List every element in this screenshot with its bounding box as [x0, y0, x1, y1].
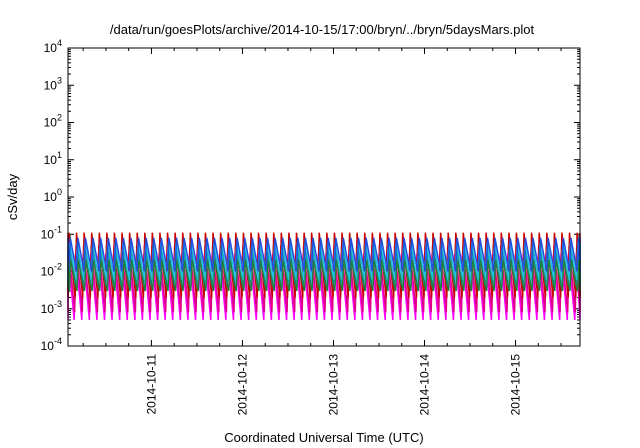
plot-frame: [67, 47, 581, 347]
x-tick-label: 2014-10-11: [144, 354, 158, 415]
y-tick-label: 10-3: [41, 299, 62, 316]
x-tick-label: 2014-10-13: [326, 354, 340, 416]
y-tick-label: 101: [44, 150, 62, 167]
x-tick-label: 2014-10-12: [235, 354, 249, 416]
y-tick-label: 100: [44, 187, 62, 204]
series-line-6: [67, 260, 581, 292]
series-line-5: [67, 237, 581, 272]
y-tick-label: 10-2: [41, 262, 62, 279]
chart-title: /data/run/goesPlots/archive/2014-10-15/1…: [110, 22, 535, 37]
x-tick-label: 2014-10-15: [509, 354, 523, 416]
series-group: [67, 232, 581, 321]
y-tick-label: 10-4: [41, 336, 62, 353]
y-tick-label: 103: [44, 75, 62, 92]
x-tick-label: 2014-10-14: [418, 354, 432, 416]
y-tick-label: 104: [44, 38, 62, 55]
y-tick-label: 102: [44, 113, 62, 130]
x-axis-label: Coordinated Universal Time (UTC): [224, 430, 423, 445]
x-axis-ticks: 2014-10-11 2014-10-12 2014-10-13 2014-10-14…: [82, 48, 562, 416]
y-tick-label: 10-1: [41, 224, 62, 241]
y-axis-ticks: 10-4 10-3 10-2 10-1 100 101 102 103 104: [41, 38, 580, 353]
y-axis-label: cSv/day: [5, 173, 20, 220]
